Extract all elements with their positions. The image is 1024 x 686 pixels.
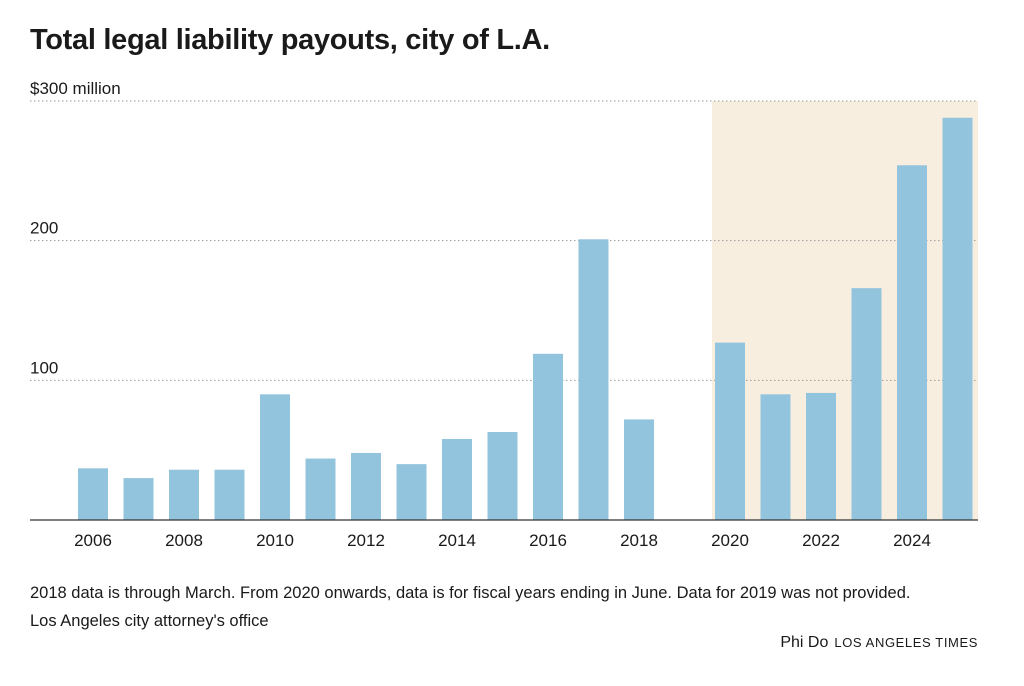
- x-tick-label-2016: 2016: [529, 531, 567, 550]
- y-tick-label-300: $300 million: [30, 79, 121, 98]
- bar-2015: [487, 432, 518, 520]
- x-tick-label-2008: 2008: [165, 531, 203, 550]
- chart-note: 2018 data is through March. From 2020 on…: [30, 584, 911, 602]
- bar-2012: [351, 452, 381, 520]
- x-tick-label-2018: 2018: [620, 531, 658, 550]
- fiscal-year-highlight-band: [712, 101, 978, 520]
- chart-credit: Phi Do LOS ANGELES TIMES: [780, 634, 978, 652]
- credit-author: Phi Do: [780, 634, 829, 651]
- bar-2020: [715, 342, 745, 520]
- chart-source: Los Angeles city attorney's office: [30, 612, 269, 630]
- bar-2017: [578, 239, 609, 520]
- bar-2011: [305, 458, 336, 520]
- bar-2008: [169, 469, 199, 520]
- bar-2009: [214, 469, 245, 520]
- y-tick-labels: 100 200 $300 million: [30, 79, 121, 377]
- bar-2006: [78, 468, 108, 520]
- bar-2013: [396, 464, 427, 520]
- bar-2010: [260, 394, 290, 520]
- bar-2021: [760, 394, 791, 520]
- x-tick-label-2010: 2010: [256, 531, 294, 550]
- bar-2018: [624, 419, 654, 520]
- bar-2025: [942, 117, 973, 520]
- bar-2024: [897, 165, 927, 520]
- y-tick-label-200: 200: [30, 219, 58, 238]
- bar-2007: [123, 478, 154, 520]
- credit-publication: LOS ANGELES TIMES: [834, 635, 978, 650]
- bar-2014: [442, 438, 472, 520]
- x-tick-label-2006: 2006: [74, 531, 112, 550]
- chart-title: Total legal liability payouts, city of L…: [30, 24, 550, 56]
- bar-2016: [533, 353, 563, 520]
- x-tick-label-2022: 2022: [802, 531, 840, 550]
- bar-2022: [806, 392, 836, 520]
- x-tick-label-2014: 2014: [438, 531, 476, 550]
- y-tick-label-100: 100: [30, 358, 58, 377]
- x-tick-label-2020: 2020: [711, 531, 749, 550]
- x-tick-label-2012: 2012: [347, 531, 385, 550]
- x-tick-label-2024: 2024: [893, 531, 931, 550]
- x-tick-labels: 2006 2008 2010 2012 2014 2016 2018 2020 2022 2024: [74, 531, 931, 550]
- bars: [78, 117, 973, 520]
- bar-2023: [851, 288, 882, 520]
